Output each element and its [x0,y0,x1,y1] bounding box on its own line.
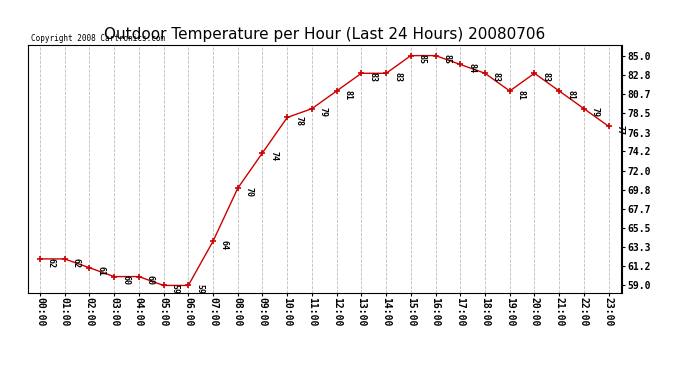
Text: 83: 83 [542,72,551,82]
Text: 59: 59 [170,284,179,294]
Text: 85: 85 [442,54,451,64]
Text: 83: 83 [393,72,402,82]
Text: 81: 81 [566,90,575,100]
Text: 64: 64 [220,240,229,250]
Text: 60: 60 [146,275,155,285]
Text: 84: 84 [467,63,476,73]
Text: 85: 85 [417,54,427,64]
Title: Outdoor Temperature per Hour (Last 24 Hours) 20080706: Outdoor Temperature per Hour (Last 24 Ho… [104,27,545,42]
Text: 62: 62 [47,258,56,267]
Text: 79: 79 [591,107,600,117]
Text: 60: 60 [121,275,130,285]
Text: 77: 77 [615,125,624,135]
Text: 62: 62 [72,258,81,267]
Text: 81: 81 [517,90,526,100]
Text: 78: 78 [294,116,303,126]
Text: 70: 70 [245,187,254,197]
Text: 81: 81 [344,90,353,100]
Text: 83: 83 [492,72,501,82]
Text: 74: 74 [269,152,279,162]
Text: Copyright 2008 Cartronics.com: Copyright 2008 Cartronics.com [30,33,165,42]
Text: 59: 59 [195,284,204,294]
Text: 79: 79 [319,107,328,117]
Text: 83: 83 [368,72,377,82]
Text: 61: 61 [97,266,106,276]
